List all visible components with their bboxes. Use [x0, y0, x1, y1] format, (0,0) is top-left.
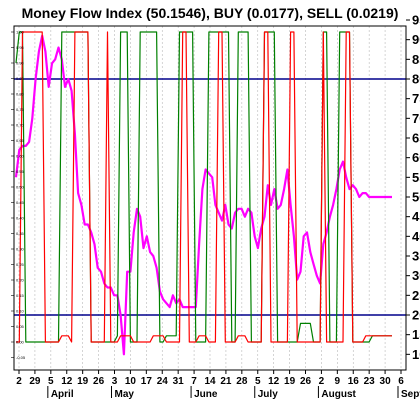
left-tick-label: 0.15: [16, 293, 25, 298]
x-tick-label: 26: [93, 376, 105, 387]
left-tick-label: 0.25: [16, 262, 25, 267]
right-tick-label: 15: [412, 327, 420, 342]
x-tick-label: 19: [284, 376, 296, 387]
left-tick-label: 0.95: [16, 45, 25, 50]
right-axis-ticks: 10 15 20 25 30 35 40 45 50 55 60 65 70 75 80 85 90 95: [406, 13, 420, 362]
x-axis-months: April May June July August Sept: [47, 386, 420, 400]
x-tick-label: 9: [335, 376, 341, 387]
month-label: August: [321, 389, 356, 400]
right-tick-label: 70: [412, 111, 420, 126]
right-tick-label: 30: [412, 268, 420, 283]
left-tick-label: 0.80: [16, 92, 25, 97]
left-tick-label: 0.75: [16, 107, 25, 112]
x-tick-label: 26: [300, 376, 312, 387]
x-tick-label: 3: [112, 376, 118, 387]
right-tick-label: 90: [412, 32, 420, 47]
right-tick-label: 85: [412, 52, 420, 67]
right-tick-label: 45: [412, 209, 420, 224]
left-tick-label: 0.10: [16, 309, 25, 314]
x-tick-label: 24: [157, 376, 169, 387]
x-tick-label: 31: [173, 376, 185, 387]
x-tick-label: 5: [48, 376, 54, 387]
right-tick-label: 65: [412, 131, 420, 146]
left-tick-label: 0.05: [16, 324, 25, 329]
left-tick-label: 0.35: [16, 231, 25, 236]
left-tick-label: 0.65: [16, 138, 25, 143]
right-tick-label: 75: [412, 91, 420, 106]
right-tick-label: 40: [412, 229, 420, 244]
x-tick-label: 17: [141, 376, 153, 387]
month-label: July: [258, 389, 278, 400]
x-tick-label: 2: [319, 376, 325, 387]
right-tick-label: 95: [412, 13, 420, 28]
x-axis-ticks: 2 29 5 12 19 26 3 10 17 24 31 7 14 21 28 5 12 19 26 2 9 16 23 3…: [16, 370, 404, 387]
right-tick-label: 55: [412, 170, 420, 185]
sell-series-line: [16, 31, 392, 343]
x-tick-label: 12: [61, 376, 73, 387]
x-tick-label: 7: [191, 376, 197, 387]
x-tick-label: 19: [77, 376, 89, 387]
month-label: April: [51, 389, 74, 400]
left-tick-label: 0.90: [16, 61, 25, 66]
month-label: Sept: [401, 389, 420, 400]
right-tick-label: 10: [412, 347, 420, 362]
month-label: May: [115, 389, 135, 400]
x-tick-label: 21: [220, 376, 232, 387]
left-tick-label: 0.20: [16, 278, 25, 283]
x-tick-label: 10: [125, 376, 137, 387]
reference-lines: [14, 78, 406, 316]
x-tick-label: 30: [380, 376, 392, 387]
x-tick-label: 14: [204, 376, 216, 387]
x-tick-label: 12: [268, 376, 280, 387]
right-tick-label: 60: [412, 150, 420, 165]
left-tick-label: 0.55: [16, 169, 25, 174]
x-tick-label: 5: [255, 376, 261, 387]
right-tick-label: 20: [412, 308, 420, 323]
left-tick-label: 0.50: [16, 185, 25, 190]
left-tick-label: 0.70: [16, 123, 25, 128]
chart-title: Money Flow Index (50.1546), BUY (0.0177)…: [22, 5, 399, 21]
left-tick-label: 0.45: [16, 200, 25, 205]
left-tick-label: 0.40: [16, 216, 25, 221]
month-label: June: [194, 389, 218, 400]
x-tick-label: 2: [16, 376, 22, 387]
left-tick-label: 0.60: [16, 154, 25, 159]
right-tick-label: 35: [412, 249, 420, 264]
left-tick-label: 0.85: [16, 76, 25, 81]
right-tick-label: 80: [412, 72, 420, 87]
x-tick-label: 16: [348, 376, 360, 387]
left-tick-label: -0.05: [16, 355, 26, 360]
mfi-series-line: [14, 34, 392, 356]
right-tick-label: 25: [412, 288, 420, 303]
series-group: [14, 31, 392, 356]
x-tick-label: 28: [236, 376, 248, 387]
left-axis-ticks: 1.00 0.95 0.90 0.85 0.80 0.75 0.70 0.65 0.60 0.55…: [11, 30, 26, 360]
left-tick-label: 0.00: [16, 340, 25, 345]
right-tick-label: 50: [412, 190, 420, 205]
left-tick-label: 0.30: [16, 247, 25, 252]
x-tick-label: 23: [364, 376, 376, 387]
x-tick-label: 6: [398, 376, 404, 387]
x-tick-label: 29: [29, 376, 41, 387]
left-tick-label: 1.00: [16, 30, 25, 35]
